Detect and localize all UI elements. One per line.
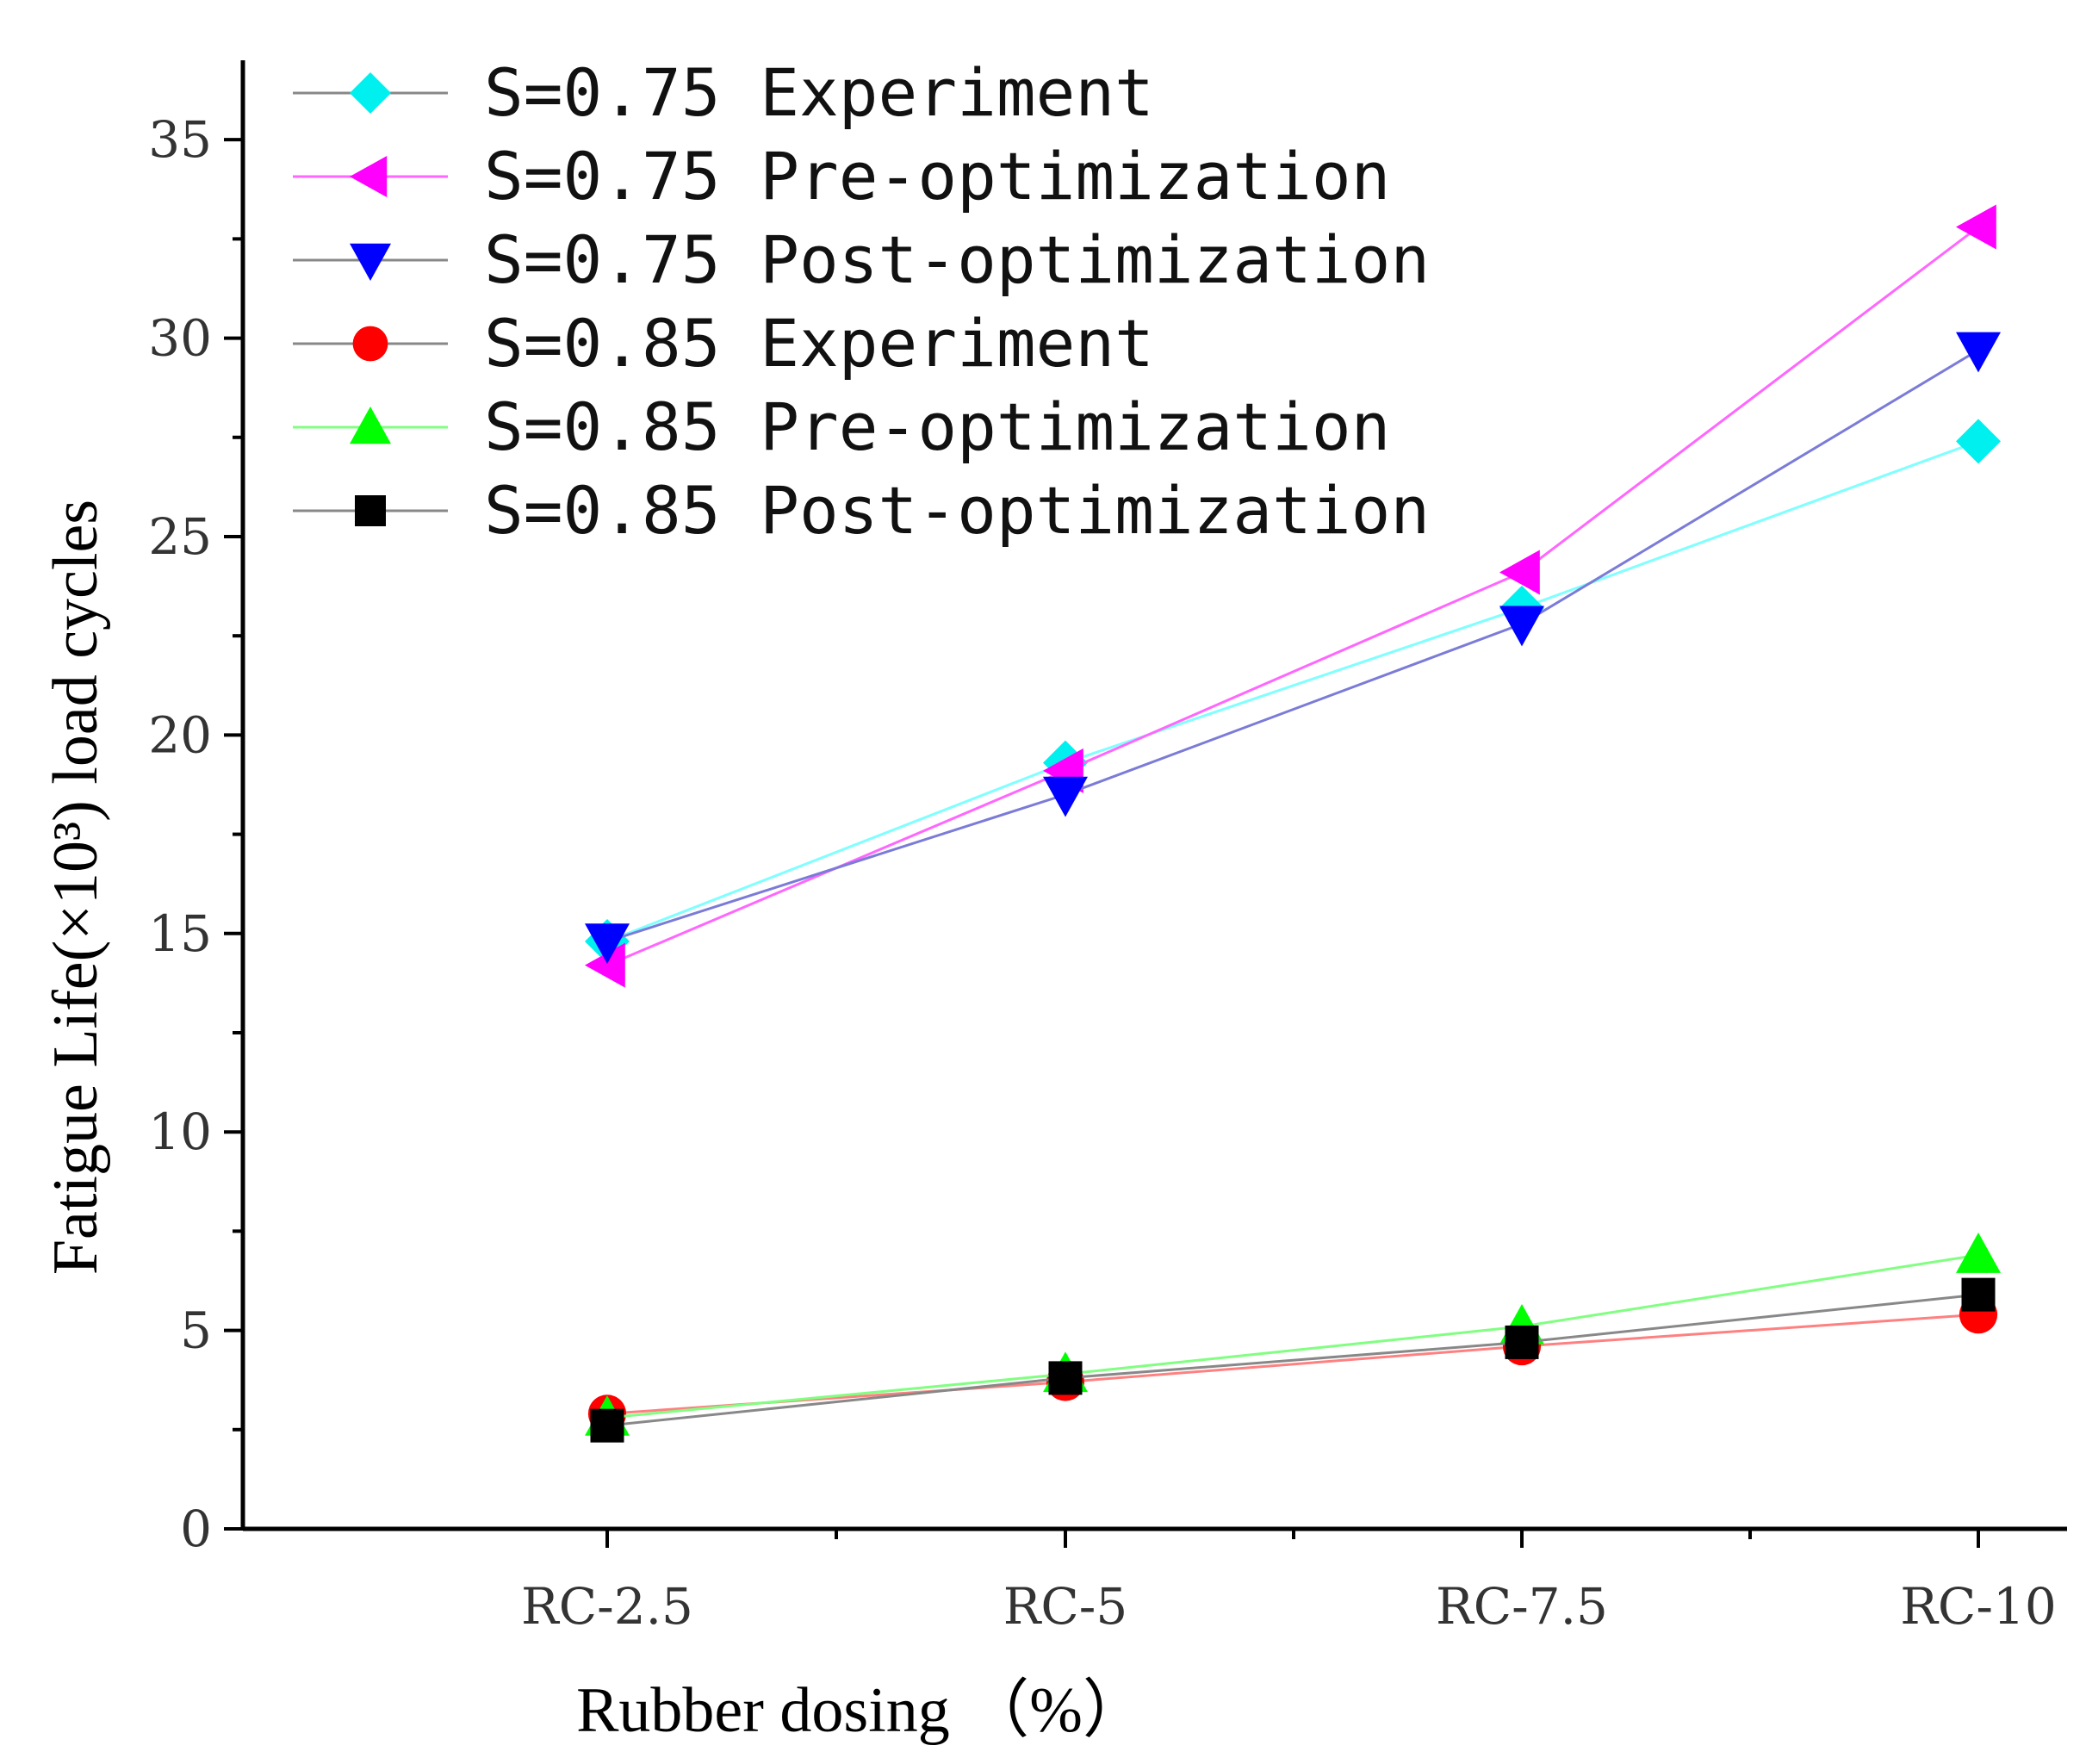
data-point (1956, 1233, 2001, 1273)
series-line (606, 1253, 1979, 1419)
data-point (1499, 550, 1540, 595)
legend-label: S=0.75 Pre-optimization (484, 138, 1390, 214)
legend-item: S=0.75 Post-optimization (293, 221, 1430, 298)
data-point (1505, 1325, 1539, 1359)
y-tick-label: 35 (148, 110, 212, 169)
y-tick-label: 20 (148, 705, 212, 764)
series-line (606, 439, 1979, 943)
series-layer (585, 204, 2001, 1443)
data-point (1956, 419, 2001, 464)
y-tick-label: 0 (180, 1500, 212, 1558)
legend-item: S=0.75 Experiment (293, 54, 1154, 131)
data-point (1961, 1277, 1996, 1312)
data-point (1956, 204, 1996, 250)
series-line (606, 349, 1979, 943)
series-line (606, 1313, 1979, 1415)
data-point (585, 923, 630, 964)
legend-label: S=0.85 Experiment (484, 305, 1154, 382)
y-axis-title: Fatigue Life(×10³) load cycles (40, 500, 111, 1275)
y-tick-label: 25 (148, 507, 212, 566)
series-6 (590, 1277, 1996, 1443)
legend-item: S=0.75 Pre-optimization (293, 138, 1390, 214)
legend-item: S=0.85 Experiment (293, 305, 1154, 382)
data-point (1956, 332, 2001, 373)
x-tick-label: RC-10 (1900, 1577, 2056, 1636)
x-axis-title: Rubber dosing （%） (576, 1675, 1146, 1746)
series-3 (585, 332, 2001, 964)
legend-label: S=0.85 Pre-optimization (484, 388, 1390, 465)
data-point (585, 942, 625, 988)
legend-marker (355, 495, 386, 526)
y-tick-label: 30 (148, 309, 212, 368)
y-tick-label: 10 (148, 1102, 212, 1161)
y-tick-label: 5 (180, 1301, 212, 1360)
legend-label: S=0.75 Experiment (484, 54, 1154, 131)
legend-marker (350, 72, 391, 114)
data-point (1499, 606, 1544, 647)
series-4 (587, 1295, 1998, 1433)
legend-marker (350, 156, 388, 197)
legend-item: S=0.85 Post-optimization (293, 472, 1430, 549)
x-tick-label: RC-2.5 (521, 1577, 693, 1636)
legend-marker (350, 243, 391, 281)
legend-marker (350, 407, 391, 444)
legend-item: S=0.85 Pre-optimization (293, 388, 1390, 465)
data-point (590, 1408, 624, 1443)
data-point (1043, 776, 1088, 817)
legend-label: S=0.85 Post-optimization (484, 472, 1430, 549)
data-point (1048, 1361, 1083, 1395)
y-tick-label: 15 (148, 904, 212, 963)
legend-label: S=0.75 Post-optimization (484, 221, 1430, 298)
axes: 0 5 10 15 20 25 30 35 RC-2.5 RC-5 RC-7.5 RC-10 (148, 60, 2067, 1636)
x-tick-label: RC-7.5 (1436, 1577, 1608, 1636)
series-line (606, 1293, 1979, 1427)
legend-marker (352, 326, 388, 362)
x-tick-label: RC-5 (1003, 1577, 1128, 1636)
